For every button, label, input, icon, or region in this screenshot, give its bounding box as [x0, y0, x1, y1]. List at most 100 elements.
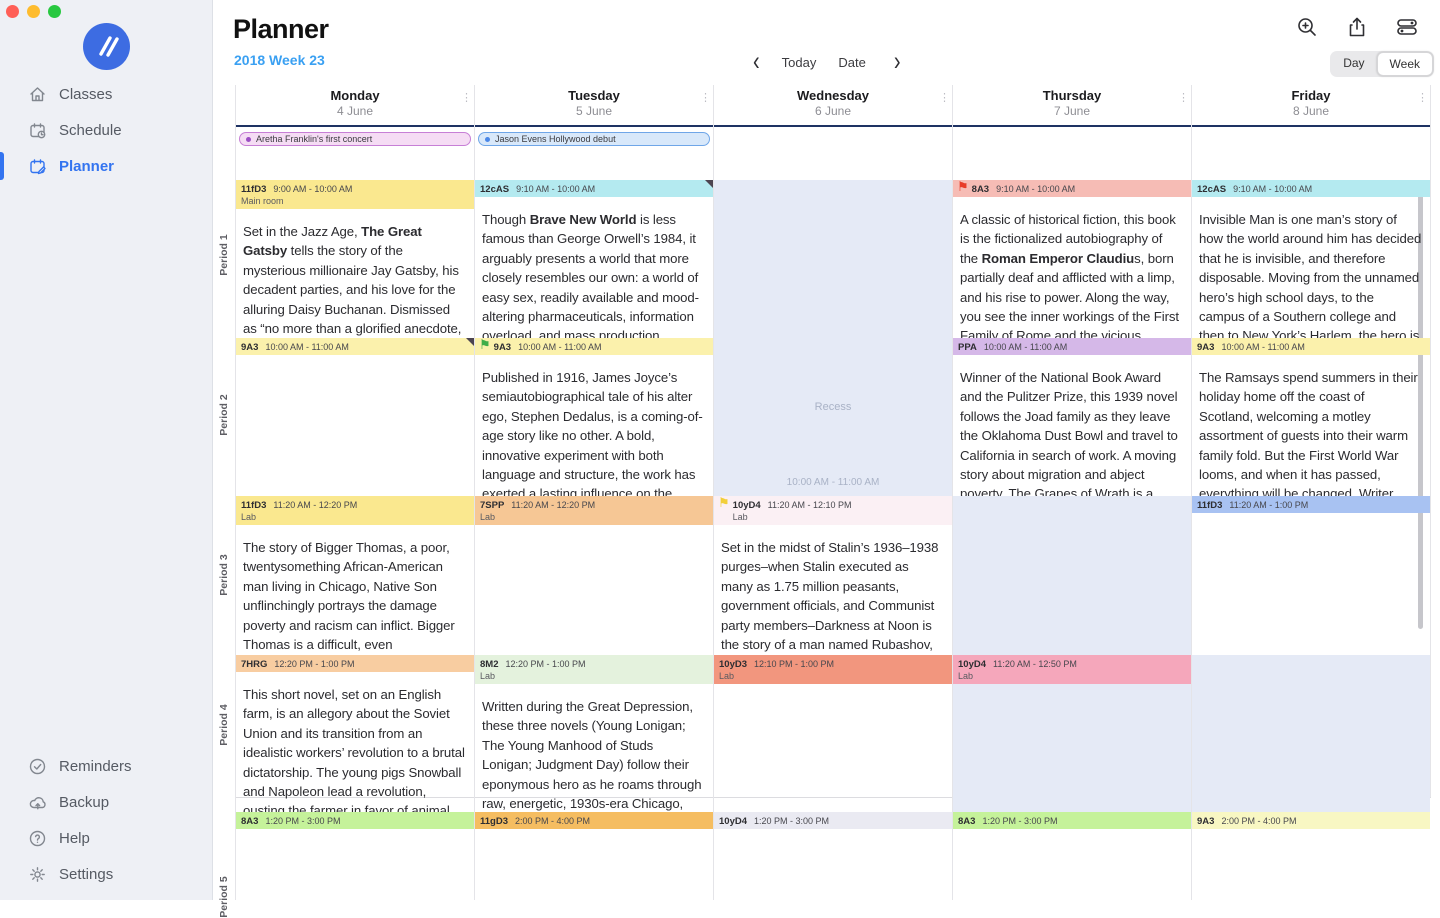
period-note[interactable]: Set in the midst of Stalin’s 1936–1938 p…	[721, 540, 939, 653]
event-header[interactable]: PPA 10:00 AM - 11:00 AM	[953, 338, 1191, 355]
event-note-area[interactable]	[1192, 829, 1430, 882]
day-menu-icon[interactable]: ⋮	[1178, 92, 1189, 104]
period-note[interactable]: A classic of historical fiction, this bo…	[960, 212, 1179, 338]
event-header[interactable]: 7HRG 12:20 PM - 1:00 PM	[236, 655, 474, 672]
event-block-10yd3[interactable]: 10yD3 12:10 PM - 1:00 PM Lab	[714, 655, 952, 812]
event-block-10yd4[interactable]: ⚑ 10yD4 11:20 AM - 12:10 PM Lab Set in the m…	[714, 496, 952, 655]
event-block-11gd3[interactable]: 11gD3 2:00 PM - 4:00 PM	[475, 812, 713, 882]
event-block-7hrg[interactable]: 7HRG 12:20 PM - 1:00 PM This short novel, …	[236, 655, 474, 812]
next-week-icon[interactable]: ›	[893, 47, 901, 77]
event-header[interactable]: 9A3 10:00 AM - 11:00 AM	[236, 338, 474, 355]
event-note-area[interactable]	[953, 684, 1191, 812]
period-note[interactable]: Written during the Great Depression, the…	[482, 699, 702, 812]
period-note[interactable]: Invisible Man is one man’s story of how …	[1199, 212, 1422, 338]
allday-event[interactable]: Jason Evens Hollywood debut	[478, 132, 710, 146]
event-note-area[interactable]	[1192, 513, 1430, 655]
close-window-icon[interactable]	[6, 5, 19, 18]
sidebar-item-help[interactable]: Help	[0, 820, 212, 856]
event-block-8a3[interactable]: ⚑ 8A3 9:10 AM - 10:00 AM A classic of histo…	[953, 180, 1191, 338]
event-block-10yd4[interactable]: 10yD4 1:20 PM - 3:00 PM	[714, 812, 952, 882]
event-header[interactable]: 12cAS 9:10 AM - 10:00 AM	[1192, 180, 1430, 197]
day-menu-icon[interactable]: ⋮	[700, 92, 711, 104]
period-note[interactable]: Though Brave New World is less famous th…	[482, 212, 699, 338]
period-note[interactable]: Winner of the National Book Award and th…	[960, 370, 1178, 496]
period-note[interactable]: This short novel, set on an English farm…	[243, 687, 465, 812]
event-note-area[interactable]	[714, 829, 952, 882]
period-note[interactable]: The Ramsays spend summers in their holid…	[1199, 370, 1418, 496]
event-note-area[interactable]: Written during the Great Depression, the…	[475, 684, 713, 812]
zoom-window-icon[interactable]	[48, 5, 61, 18]
event-note-area[interactable]	[236, 355, 474, 496]
event-header[interactable]: 7SPP 11:20 AM - 12:20 PM Lab	[475, 496, 713, 525]
view-toggle-day[interactable]: Day	[1343, 56, 1365, 70]
event-header[interactable]: 8A3 1:20 PM - 3:00 PM	[236, 812, 474, 829]
minimize-window-icon[interactable]	[27, 5, 40, 18]
window-controls[interactable]	[6, 5, 61, 18]
sidebar-item-settings[interactable]: Settings	[0, 856, 212, 892]
event-header[interactable]: ⚑ 9A3 10:00 AM - 11:00 AM	[475, 338, 713, 355]
event-header[interactable]: ⚑ 8A3 9:10 AM - 10:00 AM	[953, 180, 1191, 197]
event-header[interactable]: 9A3 2:00 PM - 4:00 PM	[1192, 812, 1430, 829]
share-icon[interactable]	[1342, 12, 1372, 42]
previous-week-icon[interactable]: ‹	[753, 47, 760, 77]
event-note-area[interactable]	[236, 829, 474, 882]
event-block-7spp[interactable]: 7SPP 11:20 AM - 12:20 PM Lab	[475, 496, 713, 655]
event-block-8m2[interactable]: 8M2 12:20 PM - 1:00 PM Lab Written during t…	[475, 655, 713, 812]
event-block-11fd3[interactable]: 11fD3 9:00 AM - 10:00 AM Main room Set in t…	[236, 180, 474, 338]
event-note-area[interactable]: Winner of the National Book Award and th…	[953, 355, 1191, 496]
view-toggle-week[interactable]: Week	[1376, 52, 1433, 76]
sidebar-item-classes[interactable]: Classes	[0, 76, 212, 112]
event-block-12cas[interactable]: 12cAS 9:10 AM - 10:00 AM Though Brave New …	[475, 180, 713, 338]
event-block-9a3[interactable]: 9A3 10:00 AM - 11:00 AM	[236, 338, 474, 496]
event-note-area[interactable]: Set in the Jazz Age, The Great Gatsby te…	[236, 209, 474, 338]
event-block-ppa[interactable]: PPA 10:00 AM - 11:00 AM Winner of the Nati…	[953, 338, 1191, 496]
period-note[interactable]: The story of Bigger Thomas, a poor, twen…	[243, 540, 455, 653]
event-note-area[interactable]	[953, 829, 1191, 882]
today-button[interactable]: Today	[781, 54, 817, 70]
period-note[interactable]: Published in 1916, James Joyce’s semiaut…	[482, 370, 703, 496]
event-header[interactable]: 8M2 12:20 PM - 1:00 PM Lab	[475, 655, 713, 684]
event-header[interactable]: 11fD3 11:20 AM - 12:20 PM Lab	[236, 496, 474, 525]
sidebar-item-reminders[interactable]: Reminders	[0, 748, 212, 784]
event-note-area[interactable]: A classic of historical fiction, this bo…	[953, 197, 1191, 338]
event-note-area[interactable]	[475, 525, 713, 655]
recess-block[interactable]: Recess 10:00 AM - 11:00 AM	[714, 180, 952, 496]
event-note-area[interactable]	[475, 829, 713, 882]
event-block-9a3[interactable]: 9A3 2:00 PM - 4:00 PM	[1192, 812, 1430, 882]
event-note-area[interactable]: This short novel, set on an English farm…	[236, 672, 474, 812]
event-block-9a3[interactable]: 9A3 10:00 AM - 11:00 AM The Ramsays spend …	[1192, 338, 1430, 496]
day-menu-icon[interactable]: ⋮	[461, 92, 472, 104]
allday-event[interactable]: Aretha Franklin's first concert	[239, 132, 471, 146]
day-menu-icon[interactable]: ⋮	[1417, 92, 1428, 104]
event-note-area[interactable]: Though Brave New World is less famous th…	[475, 197, 713, 338]
event-block-11fd3[interactable]: 11fD3 11:20 AM - 1:00 PM	[1192, 496, 1430, 655]
event-note-area[interactable]: Set in the midst of Stalin’s 1936–1938 p…	[714, 525, 952, 655]
event-header[interactable]: ⚑ 10yD4 11:20 AM - 12:10 PM Lab	[714, 496, 952, 525]
event-note-area[interactable]: Published in 1916, James Joyce’s semiaut…	[475, 355, 713, 496]
event-header[interactable]: 11gD3 2:00 PM - 4:00 PM	[475, 812, 713, 829]
event-block-11fd3[interactable]: 11fD3 11:20 AM - 12:20 PM Lab The story of …	[236, 496, 474, 655]
event-block-9a3[interactable]: ⚑ 9A3 10:00 AM - 11:00 AM Published in 1916…	[475, 338, 713, 496]
sidebar-item-backup[interactable]: Backup	[0, 784, 212, 820]
event-header[interactable]: 12cAS 9:10 AM - 10:00 AM	[475, 180, 713, 197]
event-note-area[interactable]	[714, 684, 952, 812]
event-header[interactable]: 10yD4 11:20 AM - 12:50 PM Lab	[953, 655, 1191, 684]
event-note-area[interactable]: Invisible Man is one man’s story of how …	[1192, 197, 1430, 338]
event-block-8a3[interactable]: 8A3 1:20 PM - 3:00 PM	[236, 812, 474, 882]
event-header[interactable]: 9A3 10:00 AM - 11:00 AM	[1192, 338, 1430, 355]
event-header[interactable]: 11fD3 11:20 AM - 1:00 PM	[1192, 496, 1430, 513]
period-note[interactable]: Set in the Jazz Age, The Great Gatsby te…	[243, 224, 462, 337]
event-header[interactable]: 10yD4 1:20 PM - 3:00 PM	[714, 812, 952, 829]
event-header[interactable]: 11fD3 9:00 AM - 10:00 AM Main room	[236, 180, 474, 209]
zoom-icon[interactable]	[1292, 12, 1322, 42]
sidebar-item-schedule[interactable]: Schedule	[0, 112, 212, 148]
sidebar-item-planner[interactable]: Planner	[0, 148, 212, 184]
view-options-icon[interactable]	[1392, 12, 1422, 42]
date-button[interactable]: Date	[838, 54, 866, 70]
vertical-scrollbar[interactable]	[1418, 187, 1423, 629]
day-menu-icon[interactable]: ⋮	[939, 92, 950, 104]
event-header[interactable]: 8A3 1:20 PM - 3:00 PM	[953, 812, 1191, 829]
event-continuation[interactable]	[953, 496, 1191, 655]
event-block-12cas[interactable]: 12cAS 9:10 AM - 10:00 AM Invisible Man is …	[1192, 180, 1430, 338]
event-block-10yd4[interactable]: 10yD4 11:20 AM - 12:50 PM Lab	[953, 655, 1191, 812]
